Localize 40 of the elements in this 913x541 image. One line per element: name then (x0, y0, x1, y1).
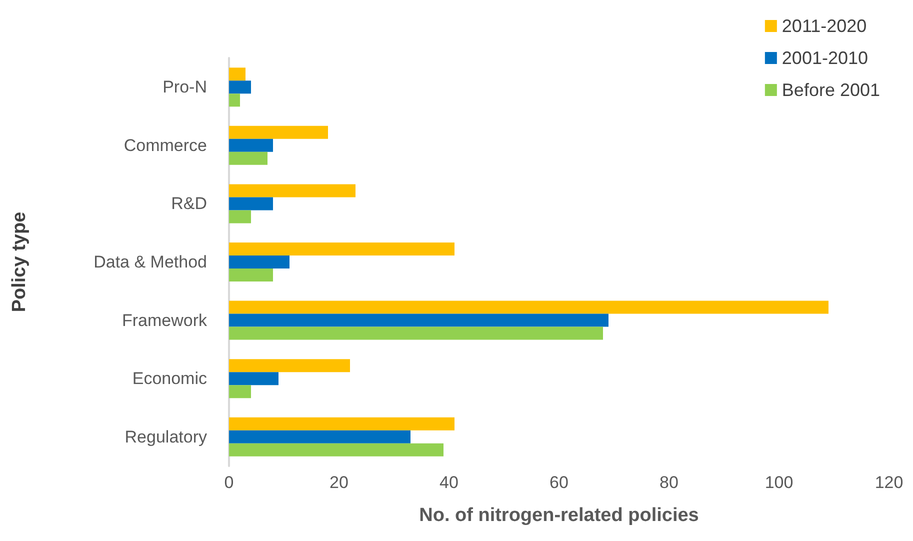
y-tick-label: Commerce (124, 136, 207, 155)
bar (229, 385, 251, 398)
bar (229, 242, 454, 256)
bar (229, 314, 608, 327)
bar (229, 359, 350, 372)
bar (229, 197, 273, 210)
bar (229, 80, 251, 94)
bar (229, 256, 290, 268)
legend-label: 2011-2020 (782, 16, 867, 36)
bar (229, 94, 240, 107)
x-tick-label: 0 (224, 473, 234, 492)
bar (229, 300, 828, 314)
y-tick-label: Framework (122, 310, 208, 330)
bar (229, 138, 273, 152)
bar (229, 430, 410, 444)
y-tick-label: Regulatory (124, 427, 208, 446)
x-axis-title: No. of nitrogen-related policies (419, 505, 699, 526)
x-tick-label: 60 (550, 473, 568, 492)
bar (229, 152, 268, 165)
y-tick-label: Economic (132, 369, 208, 388)
legend-label: Before 2001 (782, 80, 880, 100)
bar (229, 372, 278, 386)
x-tick-label: 40 (440, 473, 458, 492)
bar (229, 326, 603, 340)
y-tick-label: Pro-N (162, 78, 207, 97)
bar (229, 268, 273, 282)
x-tick-label: 120 (874, 473, 904, 492)
bar (229, 68, 246, 81)
x-tick-label: 20 (330, 473, 348, 492)
y-tick-label: R&D (171, 194, 207, 214)
bar (229, 126, 328, 139)
legend-label: 2001-2010 (782, 48, 868, 68)
bar (229, 443, 444, 456)
y-axis-title: Policy type (9, 212, 30, 312)
bar (229, 184, 356, 198)
bar (229, 417, 454, 430)
x-tick-label: 80 (660, 473, 678, 492)
bar (229, 210, 251, 224)
x-tick-label: 100 (764, 473, 794, 492)
y-tick-label: Data & Method (94, 252, 207, 272)
